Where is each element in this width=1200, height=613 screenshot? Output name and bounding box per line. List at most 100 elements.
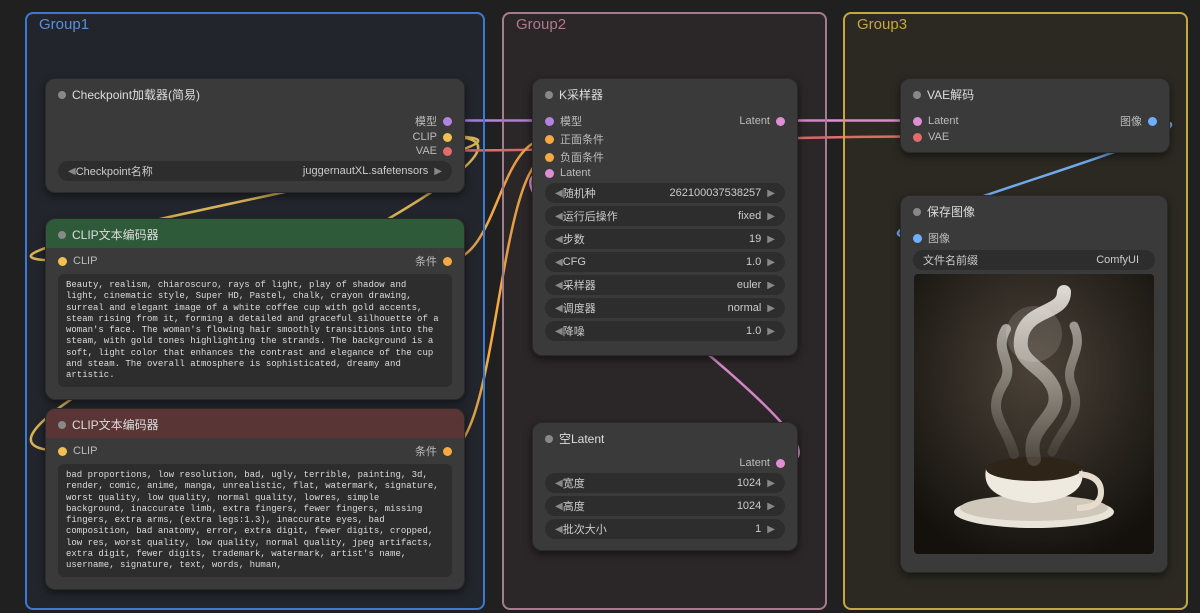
- widget[interactable]: ◀CFG1.0▶: [545, 252, 785, 272]
- node-save_image[interactable]: 保存图像图像文件名前缀ComfyUI: [900, 195, 1168, 573]
- increment-arrow[interactable]: ▶: [767, 524, 775, 535]
- node-collapse-dot[interactable]: [545, 435, 553, 443]
- widget[interactable]: ◀调度器normal▶: [545, 298, 785, 318]
- widget-value[interactable]: 19: [585, 233, 768, 245]
- output-port[interactable]: [776, 117, 785, 126]
- increment-arrow[interactable]: ▶: [434, 166, 442, 177]
- widget-value[interactable]: 1.0: [585, 325, 768, 337]
- output-port[interactable]: [443, 147, 452, 156]
- input-label: Latent: [928, 115, 959, 127]
- input-port[interactable]: [545, 117, 554, 126]
- increment-arrow[interactable]: ▶: [767, 211, 775, 222]
- increment-arrow[interactable]: ▶: [767, 501, 775, 512]
- node-clip_pos[interactable]: CLIP文本编码器CLIP条件Beauty, realism, chiarosc…: [45, 218, 465, 400]
- decrement-arrow[interactable]: ◀: [555, 257, 563, 268]
- input-port[interactable]: [545, 135, 554, 144]
- widget-value[interactable]: 1024: [585, 477, 768, 489]
- output-port[interactable]: [776, 459, 785, 468]
- widget[interactable]: ◀步数19▶: [545, 229, 785, 249]
- increment-arrow[interactable]: ▶: [767, 257, 775, 268]
- increment-arrow[interactable]: ▶: [767, 188, 775, 199]
- node-vae_decode[interactable]: VAE解码 Latent图像VAE: [900, 78, 1170, 153]
- decrement-arrow[interactable]: ◀: [555, 280, 563, 291]
- output-port[interactable]: [443, 447, 452, 456]
- node-header[interactable]: CLIP文本编码器: [46, 219, 464, 248]
- node-graph-canvas[interactable]: Group1 Group2 Group3 Checkpoint加载器(简易)模型CLI…: [0, 0, 1200, 613]
- widget-value[interactable]: ComfyUI: [978, 254, 1145, 266]
- input-label: 图像: [928, 230, 950, 246]
- node-collapse-dot[interactable]: [58, 231, 66, 239]
- node-empty_latent[interactable]: 空LatentLatent◀宽度1024▶◀高度1024▶◀批次大小1▶: [532, 422, 798, 551]
- node-collapse-dot[interactable]: [545, 91, 553, 99]
- increment-arrow[interactable]: ▶: [767, 326, 775, 337]
- decrement-arrow[interactable]: ◀: [555, 211, 563, 222]
- input-label: CLIP: [73, 255, 97, 267]
- input-port[interactable]: [545, 169, 554, 178]
- input-port[interactable]: [545, 153, 554, 162]
- increment-arrow[interactable]: ▶: [767, 478, 775, 489]
- io-row: CLIP条件: [54, 442, 456, 460]
- widget[interactable]: ◀Checkpoint名称juggernautXL.safetensors▶: [58, 161, 452, 181]
- node-collapse-dot[interactable]: [58, 421, 66, 429]
- decrement-arrow[interactable]: ◀: [68, 166, 76, 177]
- node-header[interactable]: 空Latent: [533, 423, 797, 452]
- widget-value[interactable]: fixed: [618, 210, 768, 222]
- decrement-arrow[interactable]: ◀: [555, 524, 563, 535]
- text-input[interactable]: Beauty, realism, chiaroscuro, rays of li…: [58, 274, 452, 387]
- io-row: Latent图像: [909, 112, 1161, 130]
- increment-arrow[interactable]: ▶: [767, 280, 775, 291]
- widget-value[interactable]: 1.0: [586, 256, 767, 268]
- widget[interactable]: 文件名前缀ComfyUI: [913, 250, 1155, 270]
- io-row: 负面条件: [541, 148, 789, 166]
- decrement-arrow[interactable]: ◀: [555, 478, 563, 489]
- output-label: 条件: [415, 443, 437, 459]
- group-title[interactable]: Group3: [857, 16, 907, 33]
- node-header[interactable]: 保存图像: [901, 196, 1167, 225]
- group-title[interactable]: Group2: [516, 16, 566, 33]
- decrement-arrow[interactable]: ◀: [555, 303, 563, 314]
- widget-label: 步数: [563, 231, 585, 247]
- input-label: 正面条件: [560, 131, 604, 147]
- decrement-arrow[interactable]: ◀: [555, 501, 563, 512]
- node-ksampler[interactable]: K采样器模型Latent正面条件负面条件Latent◀随机种2621000375…: [532, 78, 798, 356]
- increment-arrow[interactable]: ▶: [767, 234, 775, 245]
- group-title[interactable]: Group1: [39, 16, 89, 33]
- widget-value[interactable]: juggernautXL.safetensors: [153, 165, 435, 177]
- io-row: VAE: [909, 130, 1161, 144]
- node-header[interactable]: Checkpoint加载器(简易): [46, 79, 464, 108]
- widget-value[interactable]: 262100037538257: [596, 187, 768, 199]
- node-header[interactable]: CLIP文本编码器: [46, 409, 464, 438]
- input-port[interactable]: [913, 117, 922, 126]
- widget[interactable]: ◀采样器euler▶: [545, 275, 785, 295]
- node-collapse-dot[interactable]: [913, 91, 921, 99]
- output-port[interactable]: [443, 257, 452, 266]
- input-port[interactable]: [58, 257, 67, 266]
- node-collapse-dot[interactable]: [913, 208, 921, 216]
- widget-value[interactable]: 1024: [585, 500, 768, 512]
- output-port[interactable]: [443, 117, 452, 126]
- widget[interactable]: ◀宽度1024▶: [545, 473, 785, 493]
- widget-value[interactable]: normal: [596, 302, 768, 314]
- input-port[interactable]: [913, 133, 922, 142]
- widget[interactable]: ◀批次大小1▶: [545, 519, 785, 539]
- widget[interactable]: ◀运行后操作fixed▶: [545, 206, 785, 226]
- widget[interactable]: ◀随机种262100037538257▶: [545, 183, 785, 203]
- input-port[interactable]: [58, 447, 67, 456]
- text-input[interactable]: bad proportions, low resolution, bad, ug…: [58, 464, 452, 577]
- increment-arrow[interactable]: ▶: [767, 303, 775, 314]
- widget[interactable]: ◀高度1024▶: [545, 496, 785, 516]
- node-header[interactable]: VAE解码: [901, 79, 1169, 108]
- node-clip_neg[interactable]: CLIP文本编码器 CLIP条件 bad proportions, low reso…: [45, 408, 465, 590]
- input-port[interactable]: [913, 234, 922, 243]
- output-port[interactable]: [443, 133, 452, 142]
- decrement-arrow[interactable]: ◀: [555, 234, 563, 245]
- widget-value[interactable]: 1: [607, 523, 768, 535]
- node-collapse-dot[interactable]: [58, 91, 66, 99]
- widget-value[interactable]: euler: [596, 279, 768, 291]
- node-checkpoint[interactable]: Checkpoint加载器(简易)模型CLIPVAE◀Checkpoint名称j…: [45, 78, 465, 193]
- output-port[interactable]: [1148, 117, 1157, 126]
- widget[interactable]: ◀降噪1.0▶: [545, 321, 785, 341]
- decrement-arrow[interactable]: ◀: [555, 326, 563, 337]
- node-header[interactable]: K采样器: [533, 79, 797, 108]
- decrement-arrow[interactable]: ◀: [555, 188, 563, 199]
